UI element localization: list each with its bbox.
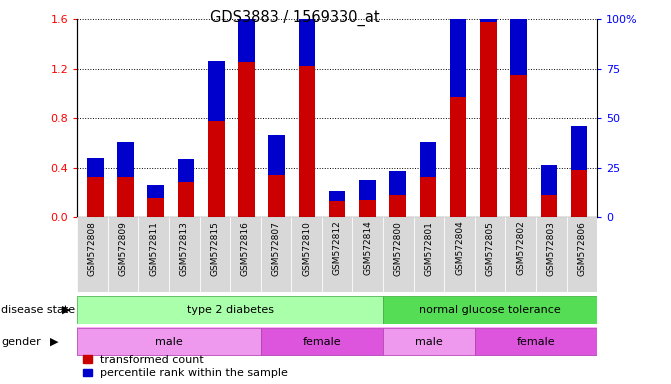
Bar [505, 217, 536, 292]
Bar [352, 217, 383, 292]
Text: GSM572806: GSM572806 [577, 221, 586, 276]
Text: GSM572816: GSM572816 [241, 221, 250, 276]
Text: GDS3883 / 1569330_at: GDS3883 / 1569330_at [211, 10, 380, 26]
Bar [77, 217, 108, 292]
Bar [475, 217, 505, 292]
Bar [541, 195, 557, 217]
Bar [108, 217, 138, 292]
Bar [475, 328, 597, 356]
Bar [480, 0, 497, 22]
Text: GSM572815: GSM572815 [210, 221, 219, 276]
Bar [383, 328, 475, 356]
Bar [510, 75, 527, 217]
Text: GSM572813: GSM572813 [180, 221, 189, 276]
Bar [299, 66, 315, 217]
Bar [536, 217, 566, 292]
Bar [117, 142, 134, 177]
Bar [261, 217, 291, 292]
Bar [322, 217, 352, 292]
Bar [238, 0, 255, 63]
Bar [571, 170, 587, 217]
Bar [208, 61, 225, 121]
Text: female: female [303, 336, 341, 347]
Text: gender: gender [1, 336, 41, 347]
Bar [148, 185, 164, 199]
Bar [480, 22, 497, 217]
Bar [359, 180, 376, 200]
Bar [383, 217, 413, 292]
Bar [329, 201, 346, 217]
Bar [169, 217, 199, 292]
Bar [359, 200, 376, 217]
Bar [199, 217, 230, 292]
Bar [444, 217, 475, 292]
Bar [329, 191, 346, 201]
Bar [419, 177, 436, 217]
Bar [117, 177, 134, 217]
Bar [178, 159, 195, 182]
Text: type 2 diabetes: type 2 diabetes [187, 305, 274, 315]
Text: GSM572801: GSM572801 [425, 221, 433, 276]
Bar [268, 175, 285, 217]
Text: GSM572809: GSM572809 [119, 221, 127, 276]
Bar [148, 199, 164, 217]
Text: GSM572803: GSM572803 [547, 221, 556, 276]
Bar [389, 195, 406, 217]
Text: normal glucose tolerance: normal glucose tolerance [419, 305, 561, 315]
Bar [571, 126, 587, 170]
Bar [208, 121, 225, 217]
Bar [383, 296, 597, 324]
Text: male: male [415, 336, 443, 347]
Bar [566, 217, 597, 292]
Bar [413, 217, 444, 292]
Bar [389, 171, 406, 195]
Bar [510, 0, 527, 75]
Bar [450, 0, 466, 97]
Text: GSM572805: GSM572805 [486, 221, 495, 276]
Bar [178, 182, 195, 217]
Bar [450, 97, 466, 217]
Text: female: female [517, 336, 556, 347]
Bar [299, 0, 315, 66]
Legend: transformed count, percentile rank within the sample: transformed count, percentile rank withi… [83, 355, 289, 379]
Text: ▶: ▶ [62, 305, 70, 315]
Text: GSM572810: GSM572810 [302, 221, 311, 276]
Bar [261, 328, 383, 356]
Text: GSM572807: GSM572807 [272, 221, 280, 276]
Text: GSM572814: GSM572814 [363, 221, 372, 275]
Bar [291, 217, 322, 292]
Text: disease state: disease state [1, 305, 75, 315]
Text: GSM572802: GSM572802 [516, 221, 525, 275]
Text: GSM572800: GSM572800 [394, 221, 403, 276]
Bar [87, 177, 103, 217]
Bar [87, 158, 103, 177]
Text: GSM572808: GSM572808 [88, 221, 97, 276]
Bar [238, 63, 255, 217]
Bar [77, 296, 383, 324]
Text: GSM572811: GSM572811 [149, 221, 158, 276]
Bar [138, 217, 169, 292]
Bar [419, 142, 436, 177]
Bar [230, 217, 261, 292]
Bar [77, 328, 261, 356]
Text: ▶: ▶ [50, 336, 59, 347]
Text: GSM572804: GSM572804 [455, 221, 464, 275]
Bar [541, 165, 557, 195]
Text: male: male [155, 336, 183, 347]
Bar [268, 136, 285, 175]
Text: GSM572812: GSM572812 [333, 221, 342, 275]
